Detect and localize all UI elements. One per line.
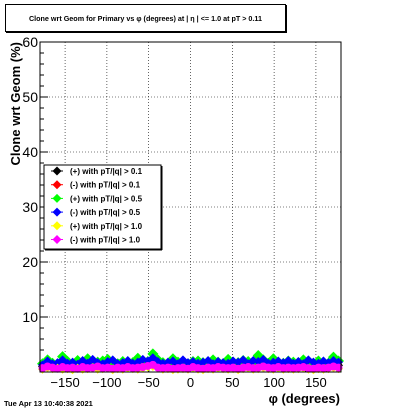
x-tick-label: 50 bbox=[225, 375, 239, 390]
legend-item: (+) with pT/|q| > 0.1 bbox=[51, 166, 143, 176]
legend-shadow bbox=[161, 166, 163, 250]
x-tick-label: −50 bbox=[138, 375, 160, 390]
legend-item: (-) with pT/|q| > 0.1 bbox=[51, 180, 141, 190]
data-point bbox=[334, 363, 343, 372]
plot-frame bbox=[39, 41, 342, 373]
legend-marker bbox=[52, 193, 62, 203]
chart-title-box: Clone wrt Geom for Primary vs φ (degrees… bbox=[5, 4, 286, 32]
legend-marker bbox=[52, 166, 62, 176]
legend-item: (-) with pT/|q| > 1.0 bbox=[51, 235, 141, 245]
legend-label: (-) with pT/|q| > 1.0 bbox=[70, 236, 141, 245]
legend-label: (+) with pT/|q| > 0.5 bbox=[70, 194, 143, 203]
legend: (+) with pT/|q| > 0.1 (-) with pT/|q| > 0… bbox=[43, 164, 163, 251]
legend-label: (-) with pT/|q| > 0.5 bbox=[70, 208, 141, 217]
x-tick-label: 150 bbox=[305, 375, 327, 390]
legend-marker bbox=[52, 180, 62, 190]
legend-label: (-) with pT/|q| > 0.1 bbox=[70, 181, 141, 190]
y-tick-label: 50 bbox=[22, 89, 38, 105]
y-tick-label: 10 bbox=[22, 309, 38, 325]
y-tick-label: 20 bbox=[22, 254, 38, 270]
legend-shadow bbox=[45, 249, 162, 251]
x-axis-label: φ (degrees) bbox=[269, 391, 340, 406]
legend-label: (+) with pT/|q| > 1.0 bbox=[70, 222, 143, 231]
legend-item: (+) with pT/|q| > 1.0 bbox=[51, 221, 143, 231]
x-tick-label: −100 bbox=[92, 375, 121, 390]
chart-title: Clone wrt Geom for Primary vs φ (degrees… bbox=[28, 13, 263, 23]
y-tick-label: 60 bbox=[22, 34, 38, 50]
x-tick-label: −150 bbox=[50, 375, 79, 390]
legend-item: (+) with pT/|q| > 0.5 bbox=[51, 193, 143, 203]
legend-box bbox=[43, 164, 162, 250]
x-tick-label: 100 bbox=[263, 375, 285, 390]
legend-marker bbox=[52, 235, 62, 244]
y-tick-label: 40 bbox=[22, 144, 38, 160]
timestamp: Tue Apr 13 10:40:38 2021 bbox=[4, 399, 93, 408]
legend-marker bbox=[52, 207, 62, 217]
legend-item: (-) with pT/|q| > 0.5 bbox=[51, 207, 141, 217]
y-tick-label: 30 bbox=[22, 199, 38, 215]
data-point bbox=[123, 355, 133, 365]
x-tick-label: 0 bbox=[187, 375, 194, 390]
legend-marker bbox=[52, 221, 62, 231]
y-axis-label: Clone wrt Geom (%) bbox=[8, 42, 23, 166]
legend-label: (+) with pT/|q| > 0.1 bbox=[70, 167, 143, 176]
data-point bbox=[248, 355, 258, 365]
